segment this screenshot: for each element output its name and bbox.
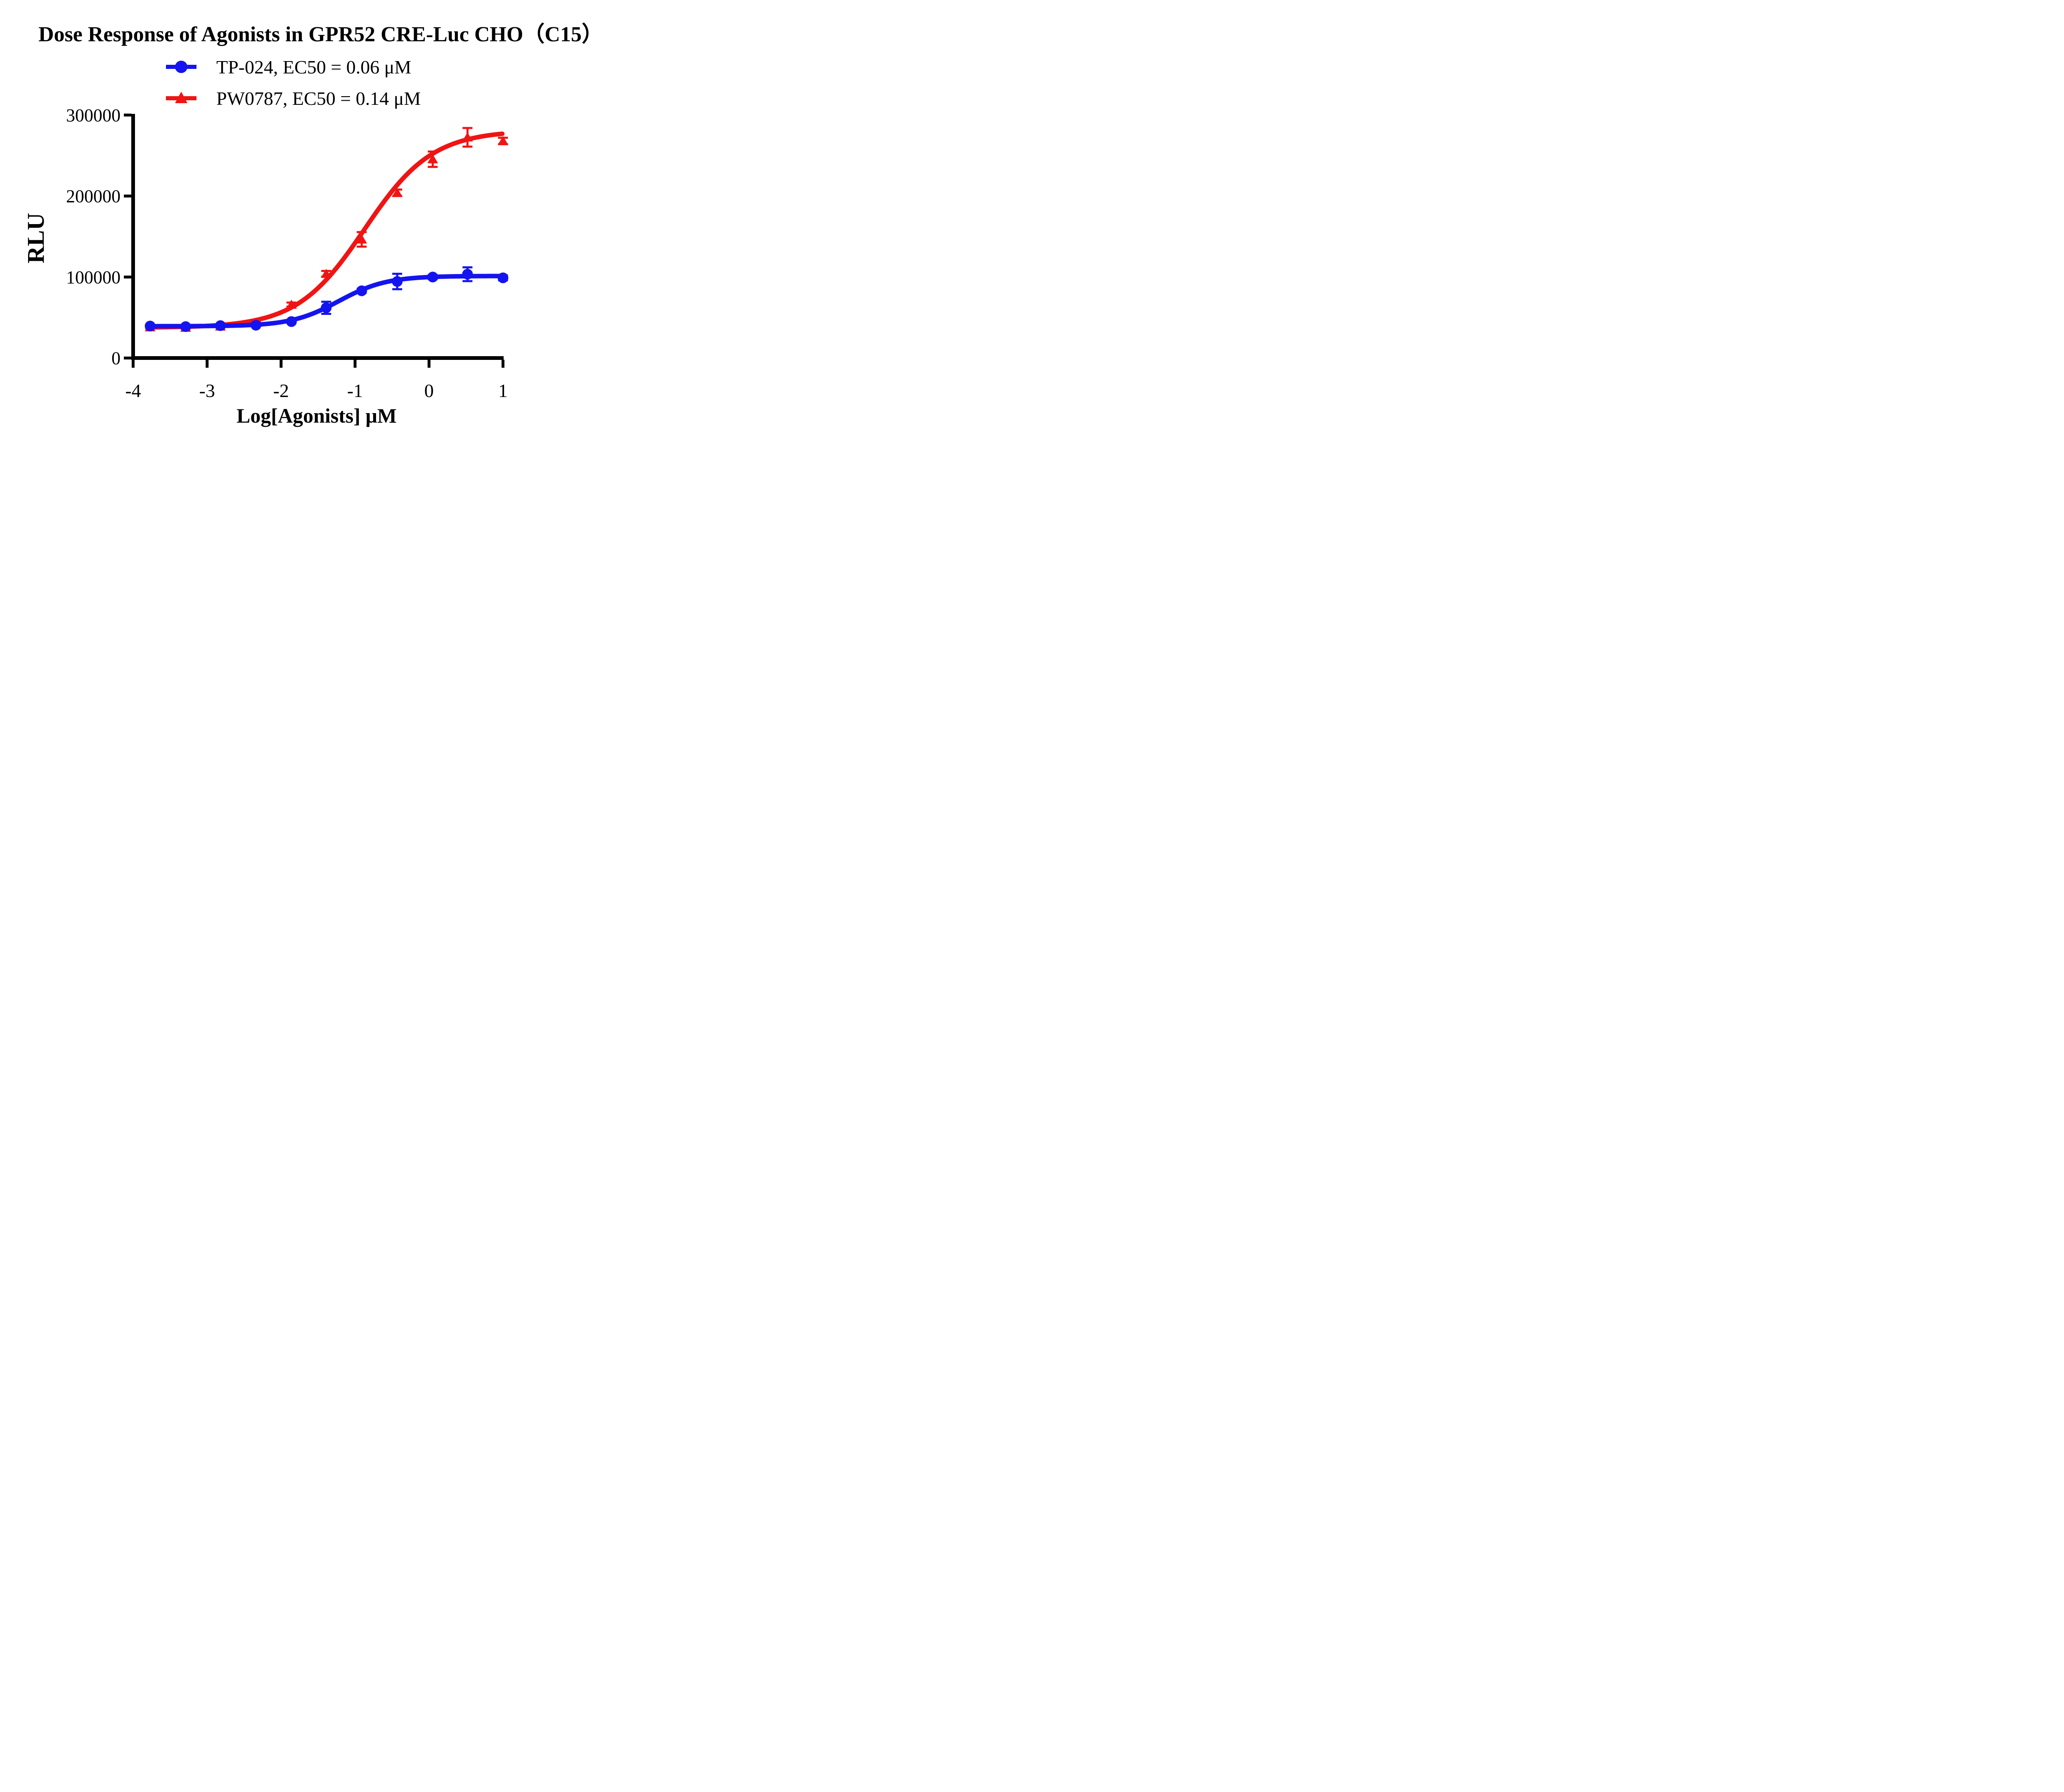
data-point-tp-024 <box>392 276 403 287</box>
data-point-tp-024 <box>356 285 367 296</box>
x-tick-label: -2 <box>273 380 289 401</box>
y-tick-label: 300000 <box>66 105 121 125</box>
data-point-tp-024 <box>144 320 156 331</box>
data-point-pw0787 <box>392 188 403 197</box>
chart-title: Dose Response of Agonists in GPR52 CRE-L… <box>38 23 603 46</box>
x-tick-label: -4 <box>125 380 141 401</box>
y-tick-label: 0 <box>111 348 121 369</box>
legend-marker-circle-icon <box>166 61 196 73</box>
data-point-pw0787 <box>497 136 509 145</box>
x-tick-label: -1 <box>347 380 363 401</box>
legend-item-pw0787: PW0787, EC50 = 0.14 μM <box>164 83 421 114</box>
y-tick-label: 100000 <box>66 267 121 287</box>
plot-area: 0 100000 200000 300000 -4 -3 -2 -1 0 1 <box>66 105 509 401</box>
data-point-tp-024 <box>180 321 191 332</box>
legend: TP-024, EC50 = 0.06 μM PW0787, EC50 = 0.… <box>164 51 421 114</box>
fit-curve-pw0787 <box>148 131 505 330</box>
legend-marker-triangle-icon <box>166 92 196 103</box>
data-point-pw0787 <box>427 154 438 163</box>
chart-canvas: Dose Response of Agonists in GPR52 CRE-L… <box>0 0 641 448</box>
data-point-tp-024 <box>497 272 509 284</box>
legend-label-pw0787: PW0787, EC50 = 0.14 μM <box>216 87 421 109</box>
data-point-tp-024 <box>250 320 261 331</box>
data-point-tp-024 <box>462 269 473 280</box>
x-tick-label: 0 <box>424 380 434 401</box>
data-point-tp-024 <box>427 272 438 283</box>
x-tick-label: -3 <box>199 380 215 401</box>
data-point-tp-024 <box>286 316 297 327</box>
data-point-tp-024 <box>321 302 332 313</box>
data-point-pw0787 <box>321 269 332 278</box>
x-tick-label: 1 <box>498 380 508 401</box>
y-axis-title: RLU <box>22 213 49 264</box>
x-axis-title: Log[Agonists] μM <box>236 404 397 427</box>
y-tick-label: 200000 <box>66 186 121 206</box>
data-point-pw0787 <box>462 132 473 142</box>
legend-label-tp024: TP-024, EC50 = 0.06 μM <box>216 56 412 78</box>
data-point-tp-024 <box>215 320 226 331</box>
legend-item-tp024: TP-024, EC50 = 0.06 μM <box>164 51 421 83</box>
data-point-pw0787 <box>286 299 297 309</box>
data-point-pw0787 <box>356 234 367 244</box>
